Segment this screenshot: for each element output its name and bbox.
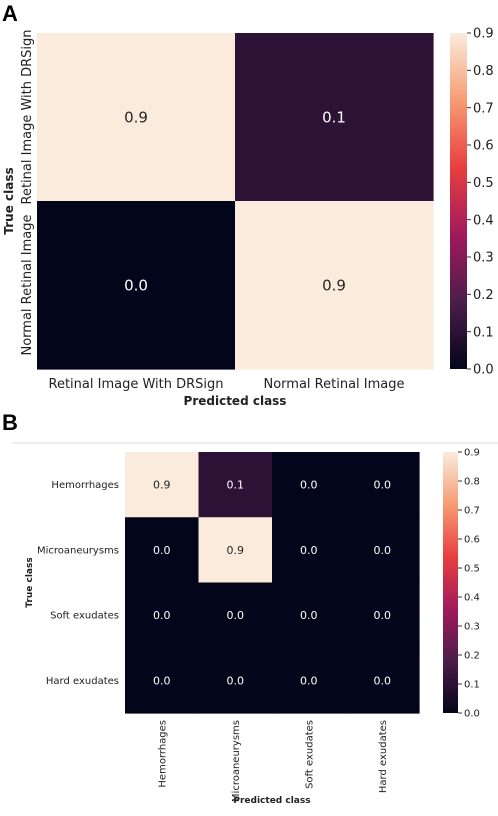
heatmap-a-cell-label-r0-c0: 0.9	[124, 108, 148, 126]
panel-b-letter: B	[2, 410, 18, 435]
heatmap-b-cell-r2-c2	[272, 582, 347, 649]
heatmap-b-cell-r2-c0	[125, 582, 200, 649]
heatmap-b-colorbar-tick-1: 0.8	[464, 477, 480, 488]
heatmap-b-y-tick-1: Microaneurysms	[37, 545, 119, 556]
heatmap-b-cell-label-r0-c2: 0.0	[300, 479, 318, 492]
heatmap-a-x-tick-1: Normal Retinal Image	[264, 377, 405, 392]
heatmap-b-cell-label-r0-c0: 0.9	[153, 479, 171, 492]
heatmap-b-cell-r0-c2	[272, 452, 347, 518]
heatmap-b-colorbar-tick-7: 0.2	[464, 651, 480, 662]
heatmap-b-cell-label-r0-c3: 0.0	[374, 479, 392, 492]
heatmap-a-colorbar-tick-9: 0.0	[473, 363, 494, 378]
heatmap-a-colorbar-tick-5: 0.4	[473, 213, 494, 228]
heatmap-a: 0.9 0.1 0.0 0.9 Retinal Image With DRSign Nor…	[2, 27, 494, 408]
heatmap-a-colorbar-tick-7: 0.2	[473, 288, 494, 303]
heatmap-a-cell-label-r1-c0: 0.0	[124, 276, 148, 294]
heatmap-b-x-tick-2: Soft exudates	[304, 720, 315, 789]
heatmap-a-x-axis-title: Predicted class	[184, 394, 287, 408]
heatmap-b-cell-label-r3-c1: 0.0	[227, 674, 245, 687]
heatmap-b-y-axis-title: True class	[25, 557, 35, 607]
heatmap-b-cell-r3-c2	[272, 647, 347, 714]
heatmap-b-colorbar-tick-0: 0.9	[464, 448, 480, 459]
heatmap-b-cell-label-r1-c1: 0.9	[227, 544, 245, 557]
heatmap-b-cell-r2-c1	[198, 582, 273, 649]
heatmap-b-cell-label-r0-c1: 0.1	[227, 479, 245, 492]
heatmap-b-cell-label-r3-c3: 0.0	[374, 674, 392, 687]
heatmap-b-cell-label-r1-c2: 0.0	[300, 544, 318, 557]
heatmap-a-cell-r0-c1	[235, 33, 434, 202]
heatmap-b-cell-label-r3-c2: 0.0	[300, 674, 318, 687]
heatmap-b-colorbar-tick-8: 0.1	[464, 680, 480, 691]
heatmap-b-x-axis-title: Predicted class	[233, 796, 310, 806]
heatmap-b-cell-r0-c1	[198, 452, 273, 518]
heatmap-a-colorbar-tick-3: 0.6	[473, 139, 494, 154]
heatmap-b-cell-r3-c1	[198, 647, 273, 714]
heatmap-b-y-tick-3: Hard exudates	[46, 676, 119, 687]
heatmap-b-cell-r2-c3	[345, 582, 420, 649]
heatmap-a-x-tick-0: Retinal Image With DRSign	[49, 377, 224, 392]
heatmap-b-cell-r3-c0	[125, 647, 200, 714]
heatmap-b-x-tick-0: Hemorrhages	[157, 720, 168, 788]
heatmap-b-colorbar-tick-4: 0.5	[464, 564, 480, 575]
heatmap-b-colorbar-tick-2: 0.7	[464, 506, 480, 517]
heatmap-b-y-tick-2: Soft exudates	[50, 611, 119, 622]
heatmap-b-cell-label-r3-c0: 0.0	[153, 674, 171, 687]
heatmap-a-y-tick-0: Retinal Image With DRSign	[20, 30, 35, 205]
heatmap-b-colorbar-tick-5: 0.4	[464, 593, 480, 604]
heatmap-b-x-tick-1: Microaneurysms	[231, 720, 242, 802]
heatmap-a-cell-r1-c1	[235, 201, 434, 370]
heatmap-b-y-tick-0: Hemorrhages	[51, 480, 119, 491]
heatmap-b-cell-r0-c3	[345, 452, 420, 518]
heatmap-a-cell-label-r1-c1: 0.9	[322, 276, 346, 294]
heatmap-a-colorbar-tick-4: 0.5	[473, 176, 494, 191]
heatmap-a-colorbar-tick-6: 0.3	[473, 251, 494, 266]
heatmap-b-cell-r1-c3	[345, 517, 420, 584]
heatmap-b-cell-label-r2-c3: 0.0	[374, 609, 392, 622]
heatmap-a-cell-r1-c0	[37, 201, 236, 370]
heatmap-b-cell-r3-c3	[345, 647, 420, 714]
heatmap-b-cell-label-r2-c0: 0.0	[153, 609, 171, 622]
heatmap-a-colorbar	[450, 33, 467, 369]
heatmap-b-colorbar-tick-3: 0.6	[464, 535, 480, 546]
heatmap-b-colorbar-tick-9: 0.0	[464, 709, 480, 720]
heatmap-b-cell-label-r2-c1: 0.0	[227, 609, 245, 622]
heatmap-a-y-axis-title: True class	[2, 167, 16, 234]
heatmap-b-colorbar	[443, 452, 458, 713]
heatmap-a-colorbar-tick-2: 0.7	[473, 101, 494, 116]
heatmap-b: 0.9 0.1 0.0 0.0 0.0 0.9 0.0 0.0 0.0 0.0 0.0 0.0 0.0 0…	[25, 448, 480, 806]
heatmap-b-cell-label-r2-c2: 0.0	[300, 609, 318, 622]
heatmap-b-cell-r1-c1	[198, 517, 273, 584]
heatmap-a-colorbar-tick-8: 0.1	[473, 325, 494, 340]
heatmap-b-x-tick-3: Hard exudates	[378, 720, 389, 793]
heatmap-b-colorbar-tick-6: 0.3	[464, 622, 480, 633]
heatmap-a-y-tick-1: Normal Retinal Image	[20, 215, 35, 356]
heatmap-b-cell-label-r1-c3: 0.0	[374, 544, 392, 557]
panel-a-letter: A	[2, 1, 18, 26]
heatmap-b-cell-r1-c0	[125, 517, 200, 584]
heatmap-b-cell-r1-c2	[272, 517, 347, 584]
heatmap-b-cell-label-r1-c0: 0.0	[153, 544, 171, 557]
heatmap-a-cell-label-r0-c1: 0.1	[322, 108, 346, 126]
heatmap-a-colorbar-tick-0: 0.9	[473, 27, 494, 42]
heatmap-b-cell-r0-c0	[125, 452, 200, 518]
heatmap-a-colorbar-tick-1: 0.8	[473, 64, 494, 79]
heatmap-a-cell-r0-c0	[37, 33, 236, 202]
